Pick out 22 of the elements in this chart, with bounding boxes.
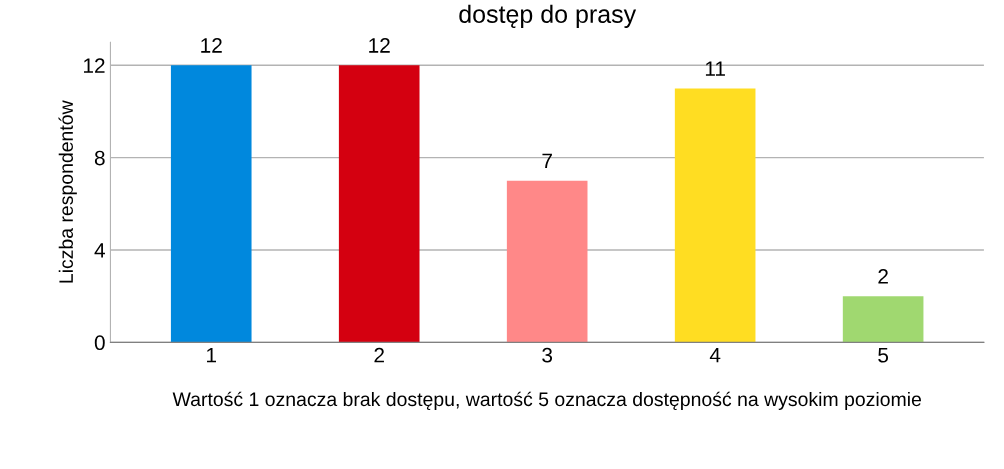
y-axis-title: Liczba respondentów [58,100,77,283]
y-tick-label: 4 [94,243,105,258]
bar [506,180,588,343]
bar [842,296,924,343]
data-label: 11 [705,61,725,76]
bar [338,65,420,343]
chart-title: dostęp do prasy [459,4,637,28]
y-tick-label: 12 [84,58,105,73]
x-tick-label: 5 [878,348,889,363]
data-label: 7 [542,153,552,169]
y-tick-label: 8 [94,150,105,166]
data-label: 12 [201,38,222,53]
x-tick-label: 2 [374,347,384,363]
data-label: 12 [369,38,390,53]
x-tick-label: 3 [542,347,553,363]
x-axis-title: Wartość 1 oznacza brak dostępu, wartość 5 oznacza dostępność na wysokim poziomie [172,391,921,411]
bar [674,88,756,343]
y-tick-label: 0 [94,335,105,351]
x-tick-label: 1 [207,348,216,363]
bar [170,65,252,343]
data-label: 2 [878,268,888,284]
x-tick-label: 4 [709,348,721,363]
